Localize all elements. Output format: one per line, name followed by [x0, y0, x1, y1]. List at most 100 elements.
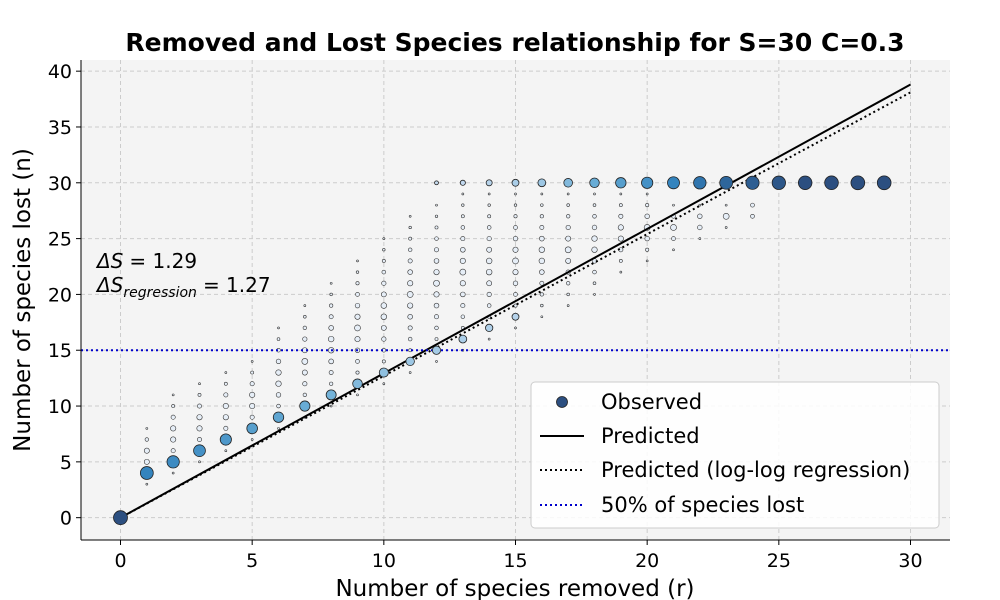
- trend-lines: [81, 83, 950, 519]
- faint-observed-point: [275, 392, 282, 398]
- faint-observed-point: [198, 382, 201, 386]
- faint-observed-point: [328, 335, 335, 343]
- faint-observed-point: [170, 448, 176, 454]
- faint-observed-point: [539, 292, 544, 297]
- faint-observed-point: [223, 381, 228, 386]
- observed-point: [458, 334, 468, 344]
- faint-observed-point: [459, 280, 466, 287]
- faint-observed-point: [566, 203, 570, 207]
- faint-observed-point: [460, 303, 466, 309]
- faint-observed-point: [460, 314, 465, 319]
- faint-observed-point: [486, 257, 493, 265]
- observed-point: [745, 175, 760, 190]
- faint-observed-point: [645, 203, 650, 208]
- faint-observed-point: [277, 427, 280, 430]
- faint-observed-point: [539, 280, 545, 286]
- observed-point: [615, 177, 627, 189]
- faint-observed-point: [619, 270, 623, 274]
- faint-observed-point: [645, 247, 650, 252]
- faint-observed-point: [540, 203, 544, 207]
- delta-s-regression-symbol: ΔS: [95, 273, 124, 297]
- observed-point: [485, 179, 493, 187]
- faint-observed-point: [486, 225, 492, 230]
- faint-observed-point: [171, 393, 175, 397]
- faint-observed-point: [722, 212, 730, 220]
- faint-observed-point: [171, 404, 176, 408]
- faint-observed-point: [224, 371, 228, 374]
- faint-observed-point: [407, 258, 413, 264]
- faint-observed-point: [460, 291, 466, 298]
- observed-point: [511, 178, 520, 187]
- faint-observed-point: [354, 313, 361, 320]
- faint-observed-point: [750, 202, 755, 208]
- faint-observed-point: [302, 325, 307, 331]
- faint-observed-point: [382, 248, 386, 252]
- faint-observed-point: [592, 281, 597, 285]
- faint-observed-point: [538, 246, 545, 253]
- x-axis-ticks: 0 5 10 15 20 25 30: [114, 540, 923, 572]
- delta-s-annotation: ΔS = 1.29: [95, 249, 197, 273]
- observed-point: [378, 367, 389, 378]
- faint-observed-point: [513, 214, 518, 219]
- faint-observed-point: [434, 247, 439, 253]
- faint-observed-point: [460, 225, 465, 230]
- faint-observed-point: [513, 225, 518, 230]
- faint-observed-point: [434, 314, 439, 320]
- faint-observed-point: [275, 369, 282, 376]
- faint-observed-point: [514, 192, 517, 196]
- faint-observed-point: [275, 380, 282, 387]
- faint-observed-point: [381, 336, 387, 342]
- faint-observed-point: [170, 425, 177, 432]
- faint-observed-point: [434, 325, 439, 331]
- faint-observed-point: [724, 203, 728, 207]
- observed-point: [797, 175, 813, 190]
- faint-observed-point: [144, 437, 149, 442]
- faint-observed-point: [486, 291, 492, 297]
- faint-observed-point: [724, 226, 728, 229]
- faint-observed-point: [592, 214, 597, 219]
- faint-observed-point: [540, 303, 544, 308]
- faint-observed-point: [303, 315, 307, 319]
- y-tick-label: 40: [48, 61, 72, 83]
- faint-observed-point: [591, 246, 598, 253]
- faint-observed-point: [697, 224, 703, 231]
- faint-observed-point: [565, 235, 572, 242]
- faint-observed-point: [618, 259, 623, 263]
- observed-point: [667, 176, 680, 190]
- faint-observed-point: [170, 436, 177, 443]
- faint-observed-point: [460, 247, 466, 253]
- faint-observed-point: [487, 337, 491, 341]
- faint-observed-point: [170, 414, 176, 420]
- observed-point: [246, 422, 258, 435]
- faint-observed-point: [539, 269, 545, 275]
- faint-observed-point: [380, 325, 387, 331]
- faint-observed-point: [197, 393, 202, 397]
- faint-observed-point: [617, 224, 624, 231]
- faint-observed-point: [539, 214, 544, 219]
- faint-observed-point: [538, 257, 545, 265]
- y-tick-label: 25: [48, 229, 72, 251]
- faint-observed-point: [512, 269, 519, 276]
- faint-observed-point: [276, 403, 281, 409]
- faint-observed-point: [407, 280, 414, 287]
- faint-observed-point: [592, 269, 597, 275]
- faint-observed-point: [277, 326, 280, 330]
- faint-observed-point: [618, 203, 623, 207]
- x-tick-label: 10: [372, 550, 396, 572]
- faint-observed-point: [302, 381, 308, 387]
- faint-observed-point: [381, 269, 387, 275]
- x-axis-title: Number of species removed (r): [335, 576, 694, 600]
- faint-observed-point: [196, 425, 203, 432]
- faint-observed-point: [617, 235, 624, 242]
- faint-observed-point: [593, 192, 596, 196]
- faint-observed-point: [329, 292, 333, 297]
- faint-observed-point: [434, 214, 439, 218]
- faint-observed-point: [222, 414, 229, 421]
- faint-observed-point: [249, 414, 255, 420]
- delta-s-regression-annotation: ΔSregression = 1.27: [95, 273, 271, 301]
- faint-observed-point: [486, 236, 492, 242]
- observed-point: [459, 179, 466, 186]
- observed-point: [850, 175, 866, 191]
- faint-observed-point: [329, 303, 334, 308]
- faint-observed-point: [512, 235, 519, 242]
